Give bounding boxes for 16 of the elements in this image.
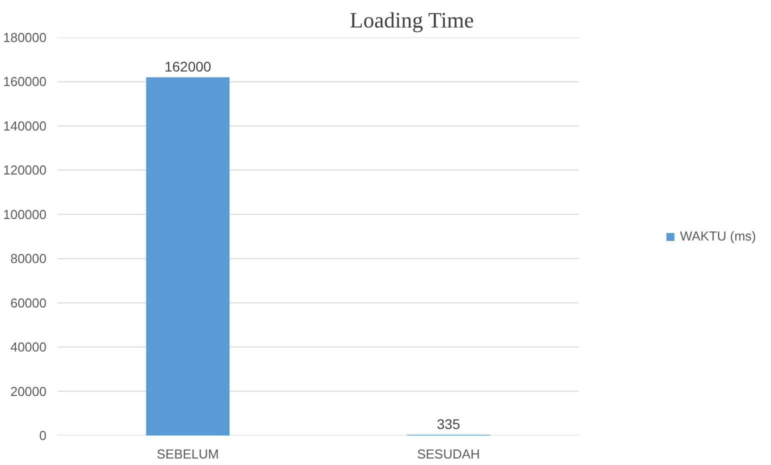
y-tick-label: 180000 (3, 30, 47, 45)
legend-label: WAKTU (ms) (680, 228, 756, 244)
y-tick-label: 60000 (10, 295, 47, 310)
y-tick-label: 120000 (3, 162, 47, 178)
y-tick-label: 0 (39, 428, 47, 443)
y-tick-label: 100000 (3, 206, 47, 222)
data-label: 162000 (164, 58, 212, 74)
x-tick-label: SEBELUM (156, 446, 219, 462)
y-tick-label: 140000 (3, 118, 47, 134)
y-tick-label: 20000 (10, 384, 47, 399)
chart-title: Loading Time (350, 8, 474, 32)
y-tick-label: 160000 (3, 74, 47, 90)
x-tick-label: SESUDAH (417, 446, 480, 462)
data-label: 335 (436, 416, 460, 432)
y-tick-label: 40000 (10, 340, 47, 355)
y-tick-label: 80000 (10, 251, 47, 266)
